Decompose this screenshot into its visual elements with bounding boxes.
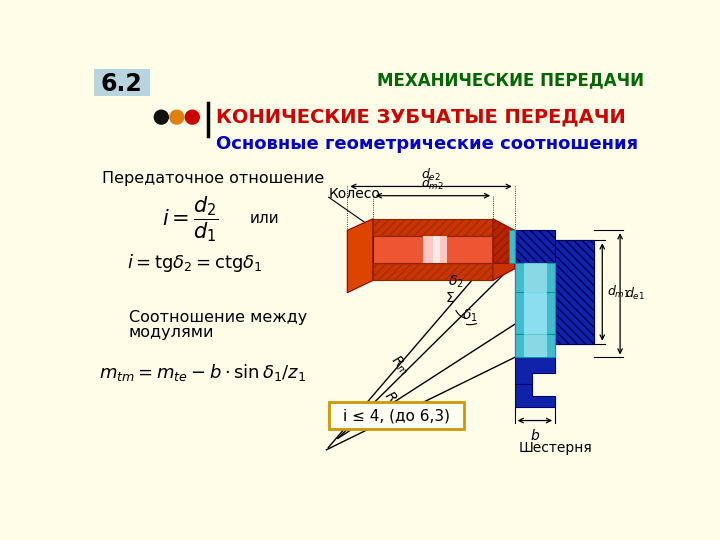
FancyBboxPatch shape xyxy=(329,402,464,429)
Polygon shape xyxy=(433,236,441,264)
Text: Соотношение между: Соотношение между xyxy=(129,310,307,325)
Polygon shape xyxy=(373,264,493,280)
Polygon shape xyxy=(347,219,373,293)
Polygon shape xyxy=(493,264,515,280)
Polygon shape xyxy=(373,236,493,264)
Text: i ≤ 4, (до 6,3): i ≤ 4, (до 6,3) xyxy=(343,408,450,423)
Polygon shape xyxy=(373,219,493,236)
Polygon shape xyxy=(493,219,515,264)
Text: $R_m$: $R_m$ xyxy=(387,352,413,378)
Text: $d_{m1}$: $d_{m1}$ xyxy=(607,284,630,300)
Text: модулями: модулями xyxy=(129,325,215,340)
Text: $b$: $b$ xyxy=(530,428,540,443)
Circle shape xyxy=(185,110,199,124)
Text: МЕХАНИЧЕСКИЕ ПЕРЕДАЧИ: МЕХАНИЧЕСКИЕ ПЕРЕДАЧИ xyxy=(377,71,644,89)
Polygon shape xyxy=(515,292,555,334)
Text: $d_{e2}$: $d_{e2}$ xyxy=(421,166,441,183)
Polygon shape xyxy=(515,384,555,408)
Polygon shape xyxy=(515,231,555,357)
Polygon shape xyxy=(508,231,515,264)
Text: Основные геометрические соотношения: Основные геометрические соотношения xyxy=(215,135,638,153)
Circle shape xyxy=(154,110,168,124)
Text: КОНИЧЕСКИЕ ЗУБЧАТЫЕ ПЕРЕДАЧИ: КОНИЧЕСКИЕ ЗУБЧАТЫЕ ПЕРЕДАЧИ xyxy=(215,107,625,127)
Text: Передаточное отношение: Передаточное отношение xyxy=(102,171,324,186)
Text: Колесо: Колесо xyxy=(329,187,381,201)
Text: $i = \mathrm{tg}\delta_2 = \mathrm{ctg}\delta_1$: $i = \mathrm{tg}\delta_2 = \mathrm{ctg}\… xyxy=(127,253,262,274)
FancyBboxPatch shape xyxy=(94,69,150,96)
Polygon shape xyxy=(524,334,547,357)
Text: $\delta_1$: $\delta_1$ xyxy=(462,308,477,324)
Polygon shape xyxy=(423,236,446,264)
Polygon shape xyxy=(524,264,547,292)
Text: $i = \dfrac{d_2}{d_1}$: $i = \dfrac{d_2}{d_1}$ xyxy=(163,194,219,244)
Text: $\Sigma$: $\Sigma$ xyxy=(446,291,455,305)
Text: Шестерня: Шестерня xyxy=(518,441,592,455)
Polygon shape xyxy=(515,264,555,292)
Text: $R_e$: $R_e$ xyxy=(380,388,404,411)
Text: $d_{m2}$: $d_{m2}$ xyxy=(421,176,444,192)
Text: 6.2: 6.2 xyxy=(101,72,143,96)
Text: $d_{e1}$: $d_{e1}$ xyxy=(625,286,645,301)
Circle shape xyxy=(170,110,184,124)
Polygon shape xyxy=(524,292,547,334)
Text: или: или xyxy=(250,211,279,226)
Text: $m_{tm} = m_{te} - b \cdot \sin\delta_1/z_1$: $m_{tm} = m_{te} - b \cdot \sin\delta_1/… xyxy=(99,362,306,383)
Text: $\delta_2$: $\delta_2$ xyxy=(448,274,464,290)
Polygon shape xyxy=(515,357,555,384)
Polygon shape xyxy=(555,240,594,343)
Polygon shape xyxy=(515,334,555,357)
